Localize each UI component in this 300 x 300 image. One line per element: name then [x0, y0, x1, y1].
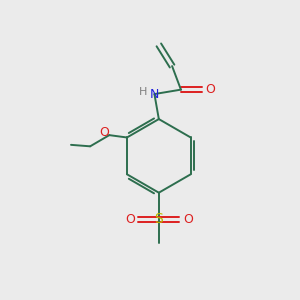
Text: H: H: [139, 87, 147, 97]
Text: O: O: [206, 83, 215, 96]
Text: O: O: [183, 213, 193, 226]
Text: O: O: [99, 126, 109, 139]
Text: N: N: [150, 88, 159, 100]
Text: S: S: [154, 212, 163, 226]
Text: O: O: [125, 213, 135, 226]
